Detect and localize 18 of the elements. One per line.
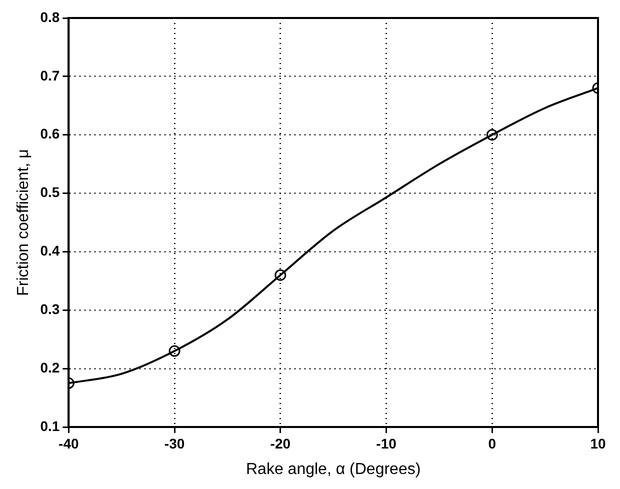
x-tick-label: 10 [590, 435, 606, 452]
y-tick-label: 0.8 [40, 8, 60, 25]
x-tick-label: -10 [376, 435, 397, 452]
y-tick-label: 0.7 [40, 67, 60, 84]
x-tick-label: 0 [488, 435, 496, 452]
x-tick-label: -20 [270, 435, 291, 452]
y-tick-label: 0.1 [40, 418, 60, 434]
y-tick-label: 0.2 [40, 359, 60, 376]
y-tick-label: 0.4 [40, 242, 60, 259]
point [274, 269, 286, 281]
x-axis-title: Rake angle, α (Degrees) [246, 460, 421, 478]
x-tick-label: -30 [164, 435, 185, 452]
y-tick-label: 0.3 [40, 301, 60, 317]
y-tick-label: 0.6 [40, 126, 60, 142]
x-tick-label: -40 [58, 435, 79, 452]
point [168, 345, 180, 357]
y-tick-label: 0.5 [40, 184, 60, 200]
y-axis-title: Friction coefficient, μ [15, 149, 32, 296]
